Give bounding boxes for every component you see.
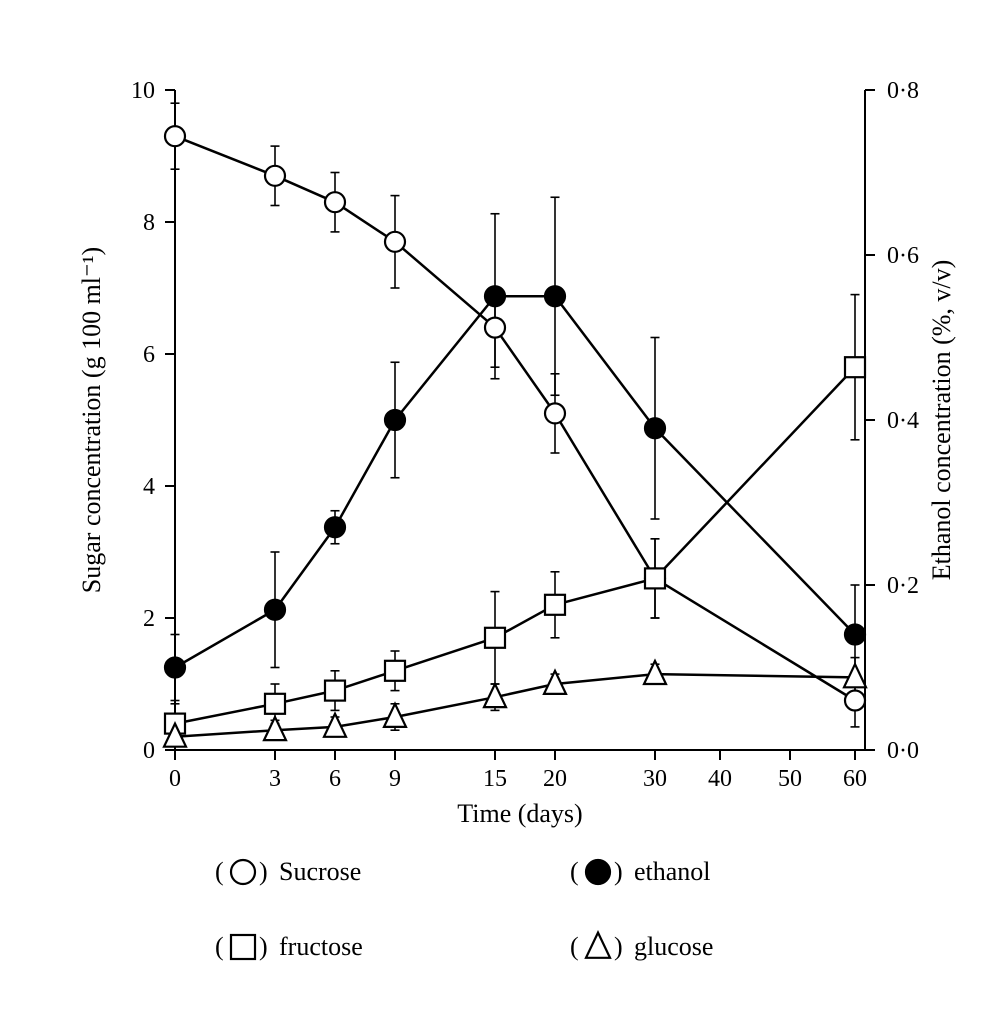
svg-text:0·8: 0·8 <box>887 78 919 104</box>
svg-text:60: 60 <box>843 766 867 792</box>
chart-svg: 0 3 6 9 15 20 30 40 50 60 Time (days) 0 2 4 6 8 10 Sugar … <box>0 0 985 1024</box>
svg-text:Time (days): Time (days) <box>457 799 582 828</box>
svg-text:(: ( <box>570 857 579 886</box>
svg-text:): ) <box>614 857 623 886</box>
svg-text:0·4: 0·4 <box>887 408 919 434</box>
svg-text:4: 4 <box>143 474 155 500</box>
svg-text:): ) <box>259 857 268 886</box>
svg-text:(: ( <box>570 932 579 961</box>
svg-text:0: 0 <box>143 738 155 764</box>
svg-text:10: 10 <box>131 78 155 104</box>
svg-text:30: 30 <box>643 766 667 792</box>
svg-text:3: 3 <box>269 766 281 792</box>
svg-text:0·0: 0·0 <box>887 738 919 764</box>
svg-text:Sucrose: Sucrose <box>279 857 361 886</box>
legend-item: () ethanol <box>570 857 711 886</box>
svg-text:6: 6 <box>329 766 341 792</box>
svg-text:Sugar concentration (g 100 ml⁻: Sugar concentration (g 100 ml⁻¹) <box>77 247 106 593</box>
svg-text:0: 0 <box>169 766 181 792</box>
legend-item: () Sucrose <box>215 857 361 886</box>
svg-text:50: 50 <box>778 766 802 792</box>
svg-text:fructose: fructose <box>279 932 363 961</box>
svg-text:0·6: 0·6 <box>887 243 919 269</box>
legend-item: () fructose <box>215 932 363 961</box>
svg-text:ethanol: ethanol <box>634 857 711 886</box>
svg-text:40: 40 <box>708 766 732 792</box>
svg-text:0·2: 0·2 <box>887 573 919 599</box>
svg-text:15: 15 <box>483 766 507 792</box>
svg-text:glucose: glucose <box>634 932 713 961</box>
svg-text:): ) <box>614 932 623 961</box>
svg-text:): ) <box>259 932 268 961</box>
svg-text:8: 8 <box>143 210 155 236</box>
svg-text:2: 2 <box>143 606 155 632</box>
legend-item: () glucose <box>570 932 713 961</box>
svg-text:Ethanol concentration (%, v/v): Ethanol concentration (%, v/v) <box>927 260 956 581</box>
figure-root: 0 3 6 9 15 20 30 40 50 60 Time (days) 0 2 4 6 8 10 Sugar … <box>0 0 985 1024</box>
svg-text:(: ( <box>215 932 224 961</box>
svg-text:(: ( <box>215 857 224 886</box>
svg-text:20: 20 <box>543 766 567 792</box>
svg-text:6: 6 <box>143 342 155 368</box>
svg-text:9: 9 <box>389 766 401 792</box>
